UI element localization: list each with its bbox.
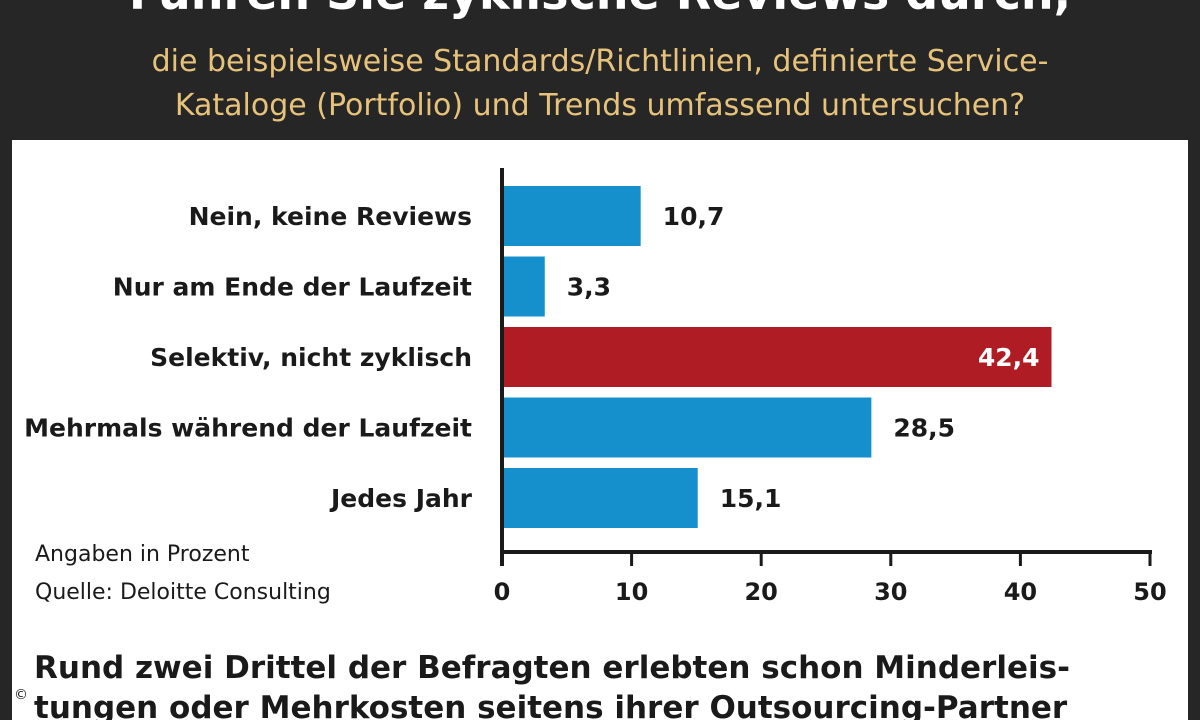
bar-chart: Nein, keine Reviews 10,7 Nur am Ende der L… <box>24 168 1167 606</box>
bar <box>502 468 698 528</box>
x-tick-label: 10 <box>615 578 648 606</box>
subtitle-line-2: Kataloge (Portfolio) und Trends umfassen… <box>174 88 1026 123</box>
data-label: 42,4 <box>978 343 1040 372</box>
bar <box>502 397 872 458</box>
x-tick-label: 40 <box>1004 578 1037 606</box>
data-label: 3,3 <box>567 273 611 302</box>
x-tick-label: 30 <box>874 578 907 606</box>
data-label: 15,1 <box>720 484 782 513</box>
data-label: 10,7 <box>663 202 725 231</box>
footer-line-1: Rund zwei Drittel der Befragten erlebten… <box>34 650 1070 686</box>
category-label: Nein, keine Reviews <box>189 202 472 231</box>
unit-note: Angaben in Prozent <box>35 542 250 567</box>
category-label: Mehrmals während der Laufzeit <box>24 414 472 443</box>
source-note: Quelle: Deloitte Consulting <box>35 580 331 605</box>
category-label: Jedes Jahr <box>329 484 473 513</box>
x-tick-label: 20 <box>744 578 777 606</box>
footer-text: Rund zwei Drittel der Befragten erlebten… <box>34 648 1174 720</box>
x-tick-label: 50 <box>1133 578 1166 606</box>
copyright-mark: © <box>14 687 28 703</box>
category-label: Nur am Ende der Laufzeit <box>113 273 472 302</box>
bar <box>502 186 641 246</box>
bar <box>502 256 545 317</box>
data-label: 28,5 <box>893 414 955 443</box>
chart-title: Führen Sie zyklische Reviews durch, <box>0 0 1200 20</box>
chart-panel: Nein, keine Reviews 10,7 Nur am Ende der L… <box>12 140 1188 720</box>
footer-line-2: tungen oder Mehrkosten seitens ihrer Out… <box>34 690 1068 720</box>
subtitle-line-1: die beispielsweise Standards/Richtlinien… <box>151 44 1049 79</box>
header-banner: Führen Sie zyklische Reviews durch, die … <box>0 0 1200 140</box>
x-tick-label: 0 <box>494 578 511 606</box>
chart-subtitle: die beispielsweise Standards/Richtlinien… <box>0 40 1200 128</box>
bar <box>502 327 1052 387</box>
category-label: Selektiv, nicht zyklisch <box>150 343 472 372</box>
